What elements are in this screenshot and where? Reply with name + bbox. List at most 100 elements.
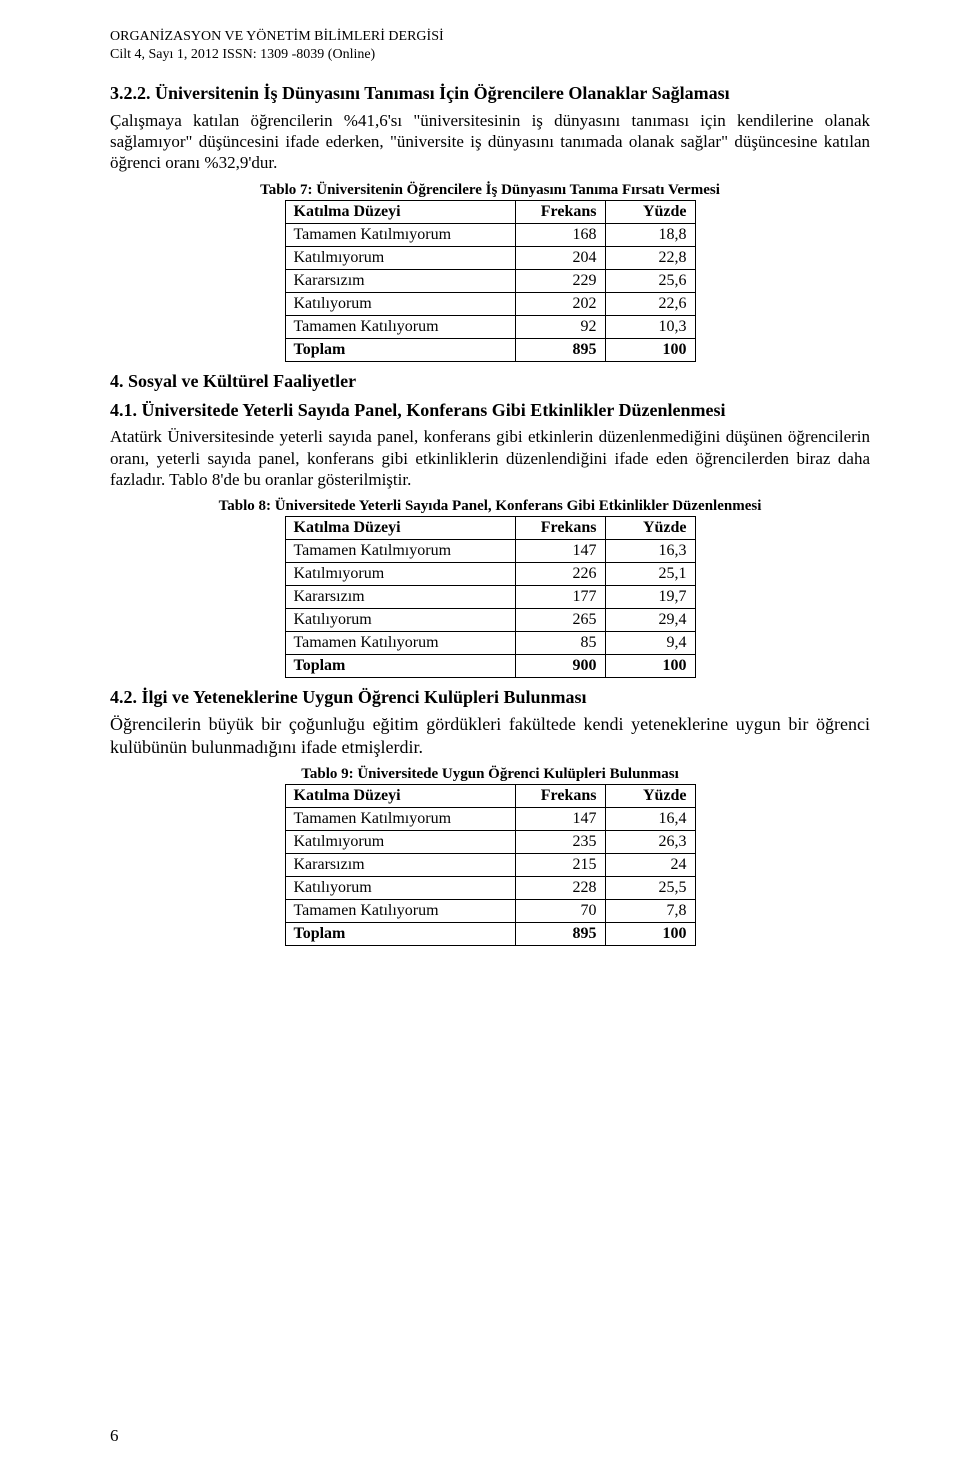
table8: Katılma Düzeyi Frekans Yüzde Tamamen Kat… [285,516,696,678]
table-row: Katılmıyorum 226 25,1 [285,563,695,586]
table9-caption: Tablo 9: Üniversitede Uygun Öğrenci Kulü… [110,766,870,783]
table8-row2-label: Kararsızım [285,586,515,609]
table-row: Katılıyorum 265 29,4 [285,609,695,632]
table8-row3-pct: 29,4 [605,609,695,632]
table9-header-pct: Yüzde [605,785,695,808]
table9-row0-freq: 147 [515,808,605,831]
table7: Katılma Düzeyi Frekans Yüzde Tamamen Kat… [285,200,696,362]
table7-header-row: Katılma Düzeyi Frekans Yüzde [285,200,695,223]
table7-row4-pct: 10,3 [605,315,695,338]
table9-row3-freq: 228 [515,877,605,900]
table9-header-freq: Frekans [515,785,605,808]
table-row: Kararsızım 229 25,6 [285,269,695,292]
table-row: Tamamen Katılmıyorum 168 18,8 [285,223,695,246]
table7-row1-label: Katılmıyorum [285,246,515,269]
table8-row4-freq: 85 [515,632,605,655]
table-row: Katılıyorum 228 25,5 [285,877,695,900]
table7-row3-label: Katılıyorum [285,292,515,315]
table7-row3-freq: 202 [515,292,605,315]
table-row: Tamamen Katılmıyorum 147 16,3 [285,540,695,563]
table7-row3-pct: 22,6 [605,292,695,315]
table9-row4-freq: 70 [515,900,605,923]
table9-header-row: Katılma Düzeyi Frekans Yüzde [285,785,695,808]
table9-row1-label: Katılmıyorum [285,831,515,854]
table9-row0-pct: 16,4 [605,808,695,831]
table8-total-label: Toplam [285,655,515,678]
table7-row4-label: Tamamen Katılıyorum [285,315,515,338]
table7-header-label: Katılma Düzeyi [285,200,515,223]
table9-total-row: Toplam 895 100 [285,923,695,946]
table-row: Tamamen Katılıyorum 85 9,4 [285,632,695,655]
table7-row1-freq: 204 [515,246,605,269]
heading-4: 4. Sosyal ve Kültürel Faaliyetler [110,370,870,393]
table8-total-freq: 900 [515,655,605,678]
table7-row2-freq: 229 [515,269,605,292]
table7-total-row: Toplam 895 100 [285,338,695,361]
table9-row4-pct: 7,8 [605,900,695,923]
table8-row0-pct: 16,3 [605,540,695,563]
table9-total-label: Toplam [285,923,515,946]
journal-issue: Cilt 4, Sayı 1, 2012 ISSN: 1309 -8039 (O… [110,46,870,64]
table7-total-pct: 100 [605,338,695,361]
paragraph-3-2-2: Çalışmaya katılan öğrencilerin %41,6'sı … [110,110,870,174]
table8-row2-freq: 177 [515,586,605,609]
table9-row2-label: Kararsızım [285,854,515,877]
table-row: Kararsızım 177 19,7 [285,586,695,609]
table8-caption: Tablo 8: Üniversitede Yeterli Sayıda Pan… [110,498,870,515]
journal-title: ORGANİZASYON VE YÖNETİM BİLİMLERİ DERGİS… [110,28,870,46]
table9-row2-pct: 24 [605,854,695,877]
table7-row1-pct: 22,8 [605,246,695,269]
table-row: Kararsızım 215 24 [285,854,695,877]
table8-row4-label: Tamamen Katılıyorum [285,632,515,655]
heading-3-2-2: 3.2.2. Üniversitenin İş Dünyasını Tanıma… [110,82,870,105]
paragraph-4-2: Öğrencilerin büyük bir çoğunluğu eğitim … [110,713,870,758]
table9-row3-pct: 25,5 [605,877,695,900]
paragraph-4-1: Atatürk Üniversitesinde yeterli sayıda p… [110,426,870,490]
table9-row1-freq: 235 [515,831,605,854]
table7-row0-freq: 168 [515,223,605,246]
table7-row2-label: Kararsızım [285,269,515,292]
table9-row1-pct: 26,3 [605,831,695,854]
table9-total-pct: 100 [605,923,695,946]
table7-row0-label: Tamamen Katılmıyorum [285,223,515,246]
table8-header-pct: Yüzde [605,517,695,540]
table8-row1-pct: 25,1 [605,563,695,586]
table8-row3-freq: 265 [515,609,605,632]
table9: Katılma Düzeyi Frekans Yüzde Tamamen Kat… [285,784,696,946]
table9-row4-label: Tamamen Katılıyorum [285,900,515,923]
table9-total-freq: 895 [515,923,605,946]
table9-row0-label: Tamamen Katılmıyorum [285,808,515,831]
table-row: Tamamen Katılıyorum 70 7,8 [285,900,695,923]
table8-row1-freq: 226 [515,563,605,586]
table8-row0-freq: 147 [515,540,605,563]
table8-total-row: Toplam 900 100 [285,655,695,678]
journal-header: ORGANİZASYON VE YÖNETİM BİLİMLERİ DERGİS… [110,28,870,64]
table-row: Tamamen Katılmıyorum 147 16,4 [285,808,695,831]
table7-row2-pct: 25,6 [605,269,695,292]
table9-header-label: Katılma Düzeyi [285,785,515,808]
page-number: 6 [110,1426,119,1446]
table7-header-pct: Yüzde [605,200,695,223]
table8-row0-label: Tamamen Katılmıyorum [285,540,515,563]
table8-row1-label: Katılmıyorum [285,563,515,586]
table8-header-freq: Frekans [515,517,605,540]
table8-row3-label: Katılıyorum [285,609,515,632]
table-row: Katılmıyorum 235 26,3 [285,831,695,854]
table7-header-freq: Frekans [515,200,605,223]
table8-header-label: Katılma Düzeyi [285,517,515,540]
table9-row2-freq: 215 [515,854,605,877]
table7-caption: Tablo 7: Üniversitenin Öğrencilere İş Dü… [110,182,870,199]
table-row: Tamamen Katılıyorum 92 10,3 [285,315,695,338]
table8-header-row: Katılma Düzeyi Frekans Yüzde [285,517,695,540]
table9-row3-label: Katılıyorum [285,877,515,900]
table7-total-freq: 895 [515,338,605,361]
table8-row4-pct: 9,4 [605,632,695,655]
table7-total-label: Toplam [285,338,515,361]
table-row: Katılmıyorum 204 22,8 [285,246,695,269]
table-row: Katılıyorum 202 22,6 [285,292,695,315]
table7-row0-pct: 18,8 [605,223,695,246]
table7-row4-freq: 92 [515,315,605,338]
heading-4-2: 4.2. İlgi ve Yeteneklerine Uygun Öğrenci… [110,686,870,709]
table8-row2-pct: 19,7 [605,586,695,609]
table8-total-pct: 100 [605,655,695,678]
